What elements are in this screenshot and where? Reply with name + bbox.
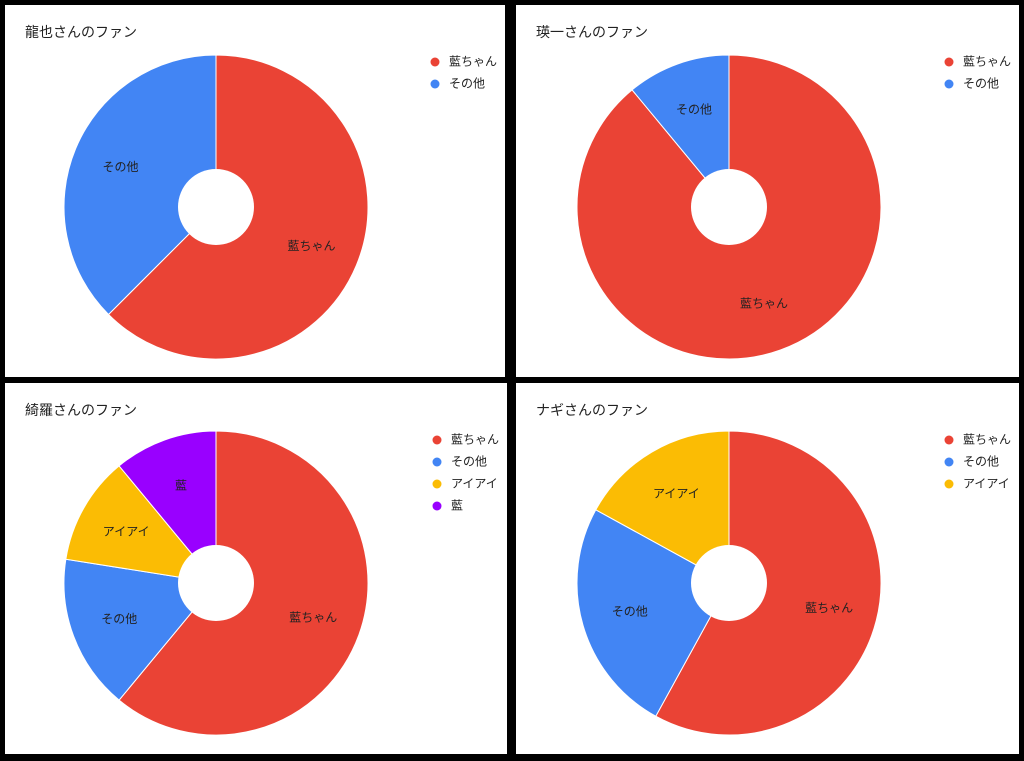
slice-label: アイアイ [103,524,150,538]
chart-title: 綺羅さんのファン [25,403,137,419]
pie-slice [576,509,730,717]
pie-slice [595,430,730,584]
legend-marker [944,479,954,489]
pie-slice [576,54,882,360]
slice-label: 藍ちゃん [805,601,853,615]
legend-marker [944,435,954,445]
legend-label: 藍ちゃん [963,55,1011,69]
slice-label: アイアイ [653,487,700,501]
slice-label: その他 [676,102,712,116]
legend-label: アイアイ [451,477,498,491]
legend-marker [432,501,442,511]
legend-label: その他 [451,455,487,469]
pie-slice [631,54,730,209]
chart-title: 龍也さんのファン [25,24,137,41]
legend-marker [432,457,442,467]
donut-hole [691,169,767,245]
donut-hole [178,169,254,245]
slice-label: その他 [612,604,648,618]
slice-label: その他 [101,612,137,626]
legend-marker [944,79,954,89]
slice-label: 藍ちゃん [740,297,788,311]
legend-label: 藍ちゃん [963,433,1011,447]
legend-label: 藍 [451,499,463,513]
chart-title: ナギさんのファン [536,403,648,419]
legend-label: 藍ちゃん [451,433,499,447]
pie-slice [65,465,218,584]
legend-marker [432,435,442,445]
legend-label: 藍ちゃん [449,55,497,69]
pie-slice [63,558,217,701]
slice-label: 藍ちゃん [287,239,335,253]
legend-marker [432,479,442,489]
pie-slice [118,430,217,585]
legend-marker [944,57,954,67]
legend-label: アイアイ [963,477,1010,491]
pie-slice [63,54,217,316]
legend-marker [430,57,440,67]
donut-hole [691,545,767,621]
legend-label: その他 [963,77,999,91]
legend-marker [430,79,440,89]
legend-marker [944,457,954,467]
legend-label: その他 [963,455,999,469]
slice-label: 藍ちゃん [289,611,337,625]
slice-label: その他 [103,160,139,174]
legend-label: その他 [449,77,485,91]
chart-title: 瑛一さんのファン [536,25,648,41]
donut-hole [178,545,254,621]
slice-label: 藍 [175,478,187,492]
pie-slice [655,430,882,736]
